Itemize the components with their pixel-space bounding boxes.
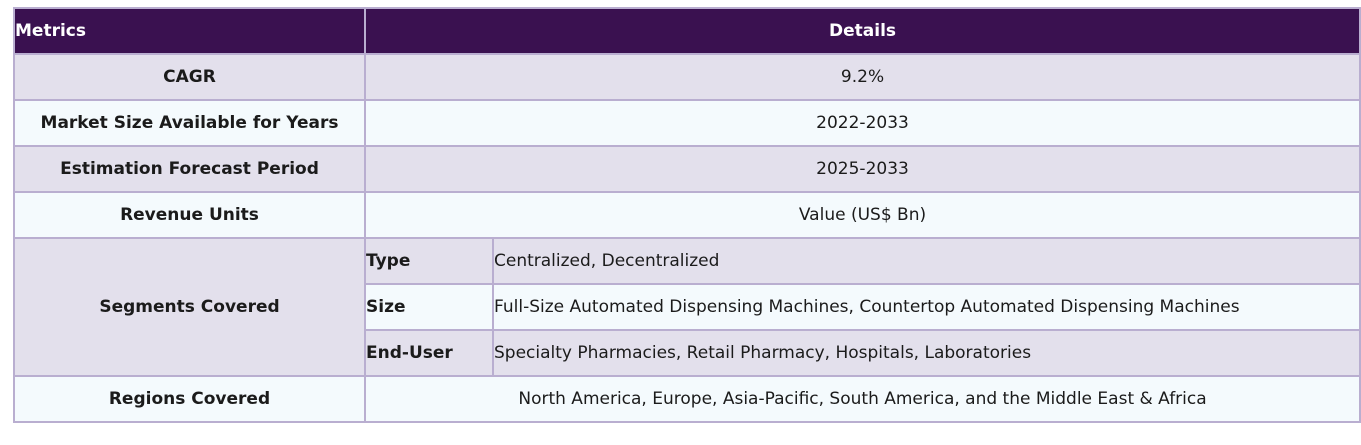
metric-cell: CAGR [13,53,366,101]
segment-row: Segments Covered Type Centralized, Decen… [13,237,1361,377]
table-row: Revenue Units Value (US$ Bn) [13,191,1361,239]
value-cell: 9.2% [363,53,1361,101]
metric-cell: Regions Covered [13,375,366,423]
value-cell: North America, Europe, Asia-Pacific, Sou… [363,375,1361,423]
table-row: CAGR 9.2% [13,53,1361,101]
report-table-container: Metrics Details CAGR 9.2% Market Size Av… [13,7,1361,423]
report-table: Metrics Details CAGR 9.2% Market Size Av… [13,7,1361,423]
value-cell: 2025-2033 [363,145,1361,193]
header-row: Metrics Details [13,7,1361,55]
segment-label-cell: Type [364,237,494,285]
table-row: Estimation Forecast Period 2025-2033 [13,145,1361,193]
metrics-header: Metrics [13,7,366,55]
segment-label-cell: End-User [364,329,494,377]
metric-cell: Revenue Units [13,191,366,239]
segment-value-cell: Specialty Pharmacies, Retail Pharmacy, H… [491,329,1361,377]
segment-row: Size Full-Size Automated Dispensing Mach… [14,283,1361,331]
segments-metric-cell: Segments Covered [13,237,366,377]
table-row: Regions Covered North America, Europe, A… [13,375,1361,423]
segment-row: End-User Specialty Pharmacies, Retail Ph… [14,329,1361,377]
segment-value-cell: Centralized, Decentralized [491,237,1361,285]
table-row: Market Size Available for Years 2022-203… [13,99,1361,147]
value-cell: 2022-2033 [363,99,1361,147]
details-header: Details [363,7,1361,55]
segment-label-cell: Size [364,283,494,331]
value-cell: Value (US$ Bn) [363,191,1361,239]
metric-cell: Market Size Available for Years [13,99,366,147]
segment-value-cell: Full-Size Automated Dispensing Machines,… [491,283,1361,331]
metric-cell: Estimation Forecast Period [13,145,366,193]
